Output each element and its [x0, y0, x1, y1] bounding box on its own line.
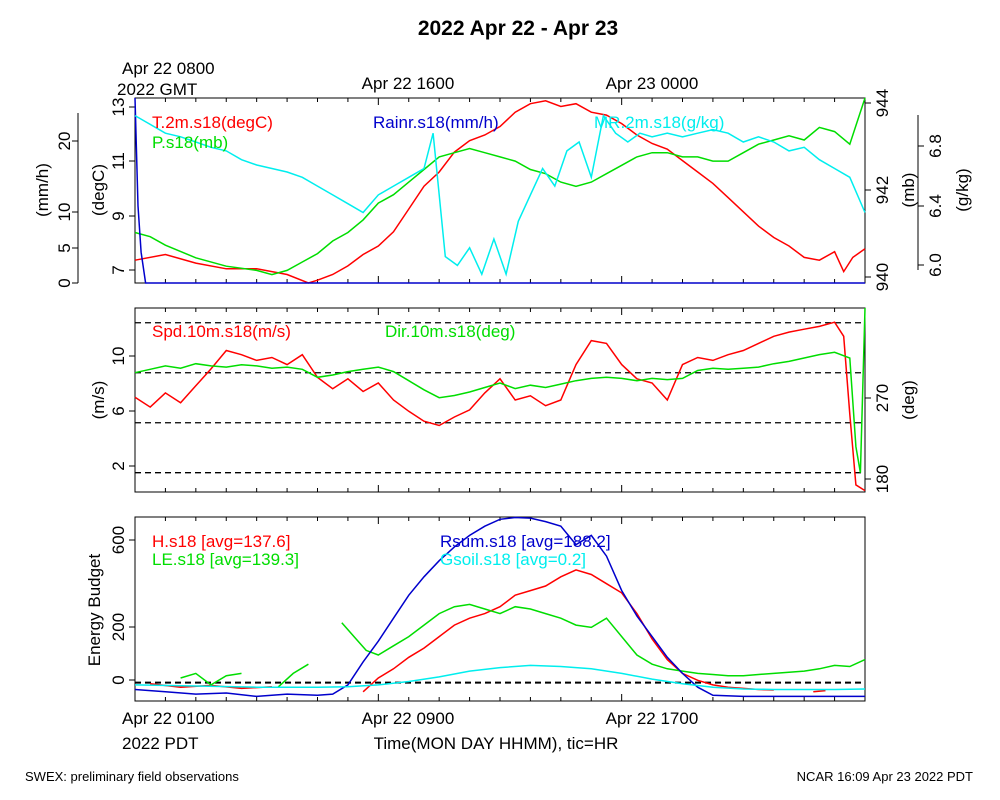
series-line-bottom-1-seg1 — [277, 663, 309, 688]
legend-mr: MR.2m.s18(g/kg) — [594, 113, 724, 132]
footer-left: SWEX: preliminary field observations — [25, 769, 239, 784]
pres-tick-940: 940 — [873, 263, 892, 291]
energy-tick-200: 200 — [109, 613, 128, 641]
top-axis-label-0000: Apr 23 0000 — [606, 74, 699, 93]
mr-axis-label: (g/kg) — [953, 168, 972, 211]
chart-title: 2022 Apr 22 - Apr 23 — [418, 17, 618, 40]
temp-tick-13: 13 — [109, 98, 128, 117]
series-line-top-2 — [134, 97, 865, 284]
top-axis-label-first-year: 2022 GMT — [117, 80, 197, 99]
series-line-top-0 — [134, 100, 866, 284]
energy-axis-label: Energy Budget — [85, 553, 104, 666]
bottom-axis-label-first: Apr 22 0100 — [122, 709, 215, 728]
dir-tick-180: 180 — [873, 465, 892, 493]
direction-reference-lines — [135, 322, 865, 474]
dir-axis-label: (deg) — [899, 380, 918, 420]
x-tick-marks — [134, 98, 866, 701]
mr-tick-6.8: 6.8 — [926, 134, 945, 158]
series-line-middle-0 — [134, 321, 866, 492]
rain-tick-5: 5 — [55, 243, 74, 252]
series-line-bottom-0-seg1 — [362, 569, 774, 693]
rain-tick-10: 10 — [55, 203, 74, 222]
legend-temp: T.2m.s18(degC) — [152, 113, 273, 132]
series-line-bottom-1-seg0 — [180, 672, 242, 686]
bottom-panel-axes: 0 200 600 Energy Budget — [85, 526, 135, 685]
legend-h: H.s18 [avg=137.6] — [152, 532, 290, 551]
series-line-bottom-3 — [134, 664, 866, 691]
energy-tick-600: 600 — [109, 526, 128, 554]
middle-panel-series — [134, 307, 866, 492]
temp-tick-11: 11 — [109, 152, 128, 170]
energy-tick-0: 0 — [109, 675, 128, 684]
dir-tick-270: 270 — [873, 384, 892, 412]
bottom-panel-series — [134, 516, 866, 698]
series-line-top-1 — [134, 97, 866, 276]
series-line-middle-1 — [134, 307, 866, 473]
series-line-bottom-0-seg2 — [813, 689, 826, 693]
top-axis-label-1600: Apr 22 1600 — [362, 74, 455, 93]
footer-right: NCAR 16:09 Apr 23 2022 PDT — [797, 769, 973, 784]
top-axis-label-first: Apr 22 0800 — [122, 59, 215, 78]
x-axis-title: Time(MON DAY HHMM), tic=HR — [374, 734, 619, 753]
top-panel-axes: 0 5 10 20 (mm/h) 7 9 11 13 (degC) 940 94… — [33, 89, 972, 291]
mr-tick-6.0: 6.0 — [926, 253, 945, 277]
legend-pres: P.s18(mb) — [152, 133, 228, 152]
pres-tick-944: 944 — [873, 89, 892, 117]
temp-axis-label: (degC) — [89, 164, 108, 216]
pres-axis-label: (mb) — [899, 173, 918, 208]
temp-tick-9: 9 — [109, 211, 128, 220]
temp-tick-7: 7 — [109, 265, 128, 274]
legend-rain: Rainr.s18(mm/h) — [373, 113, 499, 132]
spd-axis-label: (m/s) — [89, 381, 108, 420]
series-line-bottom-1-seg2 — [341, 603, 866, 677]
legend-spd: Spd.10m.s18(m/s) — [152, 322, 291, 341]
pres-tick-942: 942 — [873, 176, 892, 204]
spd-tick-6: 6 — [109, 406, 128, 415]
bottom-axis-label-first-year: 2022 PDT — [122, 734, 199, 753]
legend-dir: Dir.10m.s18(deg) — [385, 322, 515, 341]
bottom-axis-label-0900: Apr 22 0900 — [362, 709, 455, 728]
rain-tick-20: 20 — [55, 132, 74, 151]
middle-panel-axes: 2 6 10 (m/s) 180 270 (deg) — [89, 347, 918, 494]
top-panel-series — [134, 97, 866, 284]
spd-tick-10: 10 — [109, 347, 128, 366]
rain-tick-0: 0 — [55, 278, 74, 287]
spd-tick-2: 2 — [109, 461, 128, 470]
rain-axis-label: (mm/h) — [33, 163, 52, 217]
bottom-axis-label-1700: Apr 22 1700 — [606, 709, 699, 728]
legend-gsoil: Gsoil.s18 [avg=0.2] — [440, 550, 586, 569]
series-line-top-3 — [134, 113, 866, 277]
legend-le: LE.s18 [avg=139.3] — [152, 550, 299, 569]
legend-rsum: Rsum.s18 [avg=188.2] — [440, 532, 611, 551]
mr-tick-6.4: 6.4 — [926, 194, 945, 218]
